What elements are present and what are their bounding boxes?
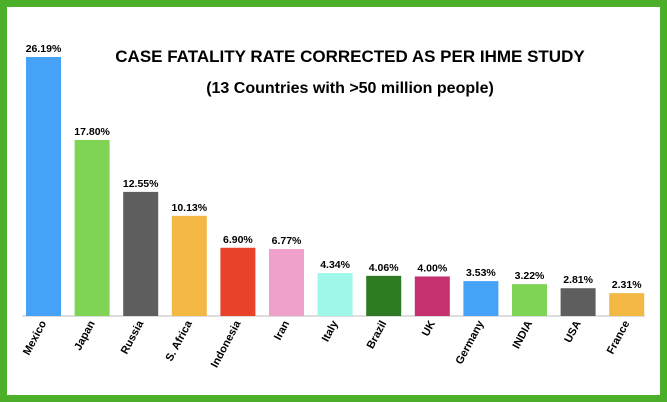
chart-title: CASE FATALITY RATE CORRECTED AS PER IHME…	[115, 47, 585, 66]
bar-mexico	[26, 57, 61, 316]
x-tick-label: USA	[562, 319, 584, 345]
value-label: 4.00%	[417, 262, 447, 274]
x-tick-label: Iran	[272, 319, 292, 343]
x-tick-label: Indonesia	[209, 318, 244, 370]
bar-india	[512, 284, 547, 316]
bar-usa	[560, 288, 596, 316]
x-tick-label: Japan	[72, 319, 98, 353]
bar-uk	[414, 276, 450, 316]
value-labels-group: 26.19% 17.80% 12.55% 10.13% 6.90% 6.77% 4.34% 4…	[26, 43, 643, 291]
value-label: 6.90%	[223, 234, 253, 246]
value-label: 2.31%	[612, 279, 642, 291]
value-label: 10.13%	[171, 202, 207, 214]
bar-brazil	[366, 275, 402, 316]
bar-italy	[317, 273, 353, 316]
chart-subtitle: (13 Countries with >50 million people)	[206, 80, 494, 97]
x-tick-label: Italy	[320, 318, 341, 344]
value-label: 17.80%	[74, 126, 110, 138]
value-label: 4.06%	[369, 262, 399, 274]
x-tick-label: INDIA	[510, 319, 535, 351]
x-tick-label: S. Africa	[164, 318, 196, 363]
value-label: 6.77%	[272, 235, 302, 247]
bar-france	[609, 293, 645, 316]
bars-group	[26, 57, 645, 316]
value-label: 2.81%	[563, 274, 593, 286]
x-tick-label: Germany	[454, 318, 487, 367]
x-tick-label: Russia	[119, 318, 147, 356]
value-label: 4.34%	[320, 259, 350, 271]
bar-japan	[74, 139, 110, 316]
value-label: 3.53%	[466, 267, 496, 279]
bar-s-africa	[171, 215, 207, 316]
value-label: 12.55%	[123, 178, 159, 190]
value-label: 26.19%	[26, 43, 62, 55]
bar-indonesia	[220, 247, 256, 316]
x-tick-label: Brazil	[365, 319, 390, 351]
bar-russia	[123, 191, 159, 316]
bar-germany	[463, 281, 499, 316]
x-tick-label: Mexico	[21, 319, 49, 358]
x-tick-label: France	[605, 319, 633, 356]
x-tick-label: UK	[420, 319, 438, 339]
bar-iran	[269, 249, 304, 316]
x-tick-labels-group: Mexico Japan Russia S. Africa Indonesia Iran I…	[21, 318, 632, 370]
value-label: 3.22%	[515, 270, 545, 282]
